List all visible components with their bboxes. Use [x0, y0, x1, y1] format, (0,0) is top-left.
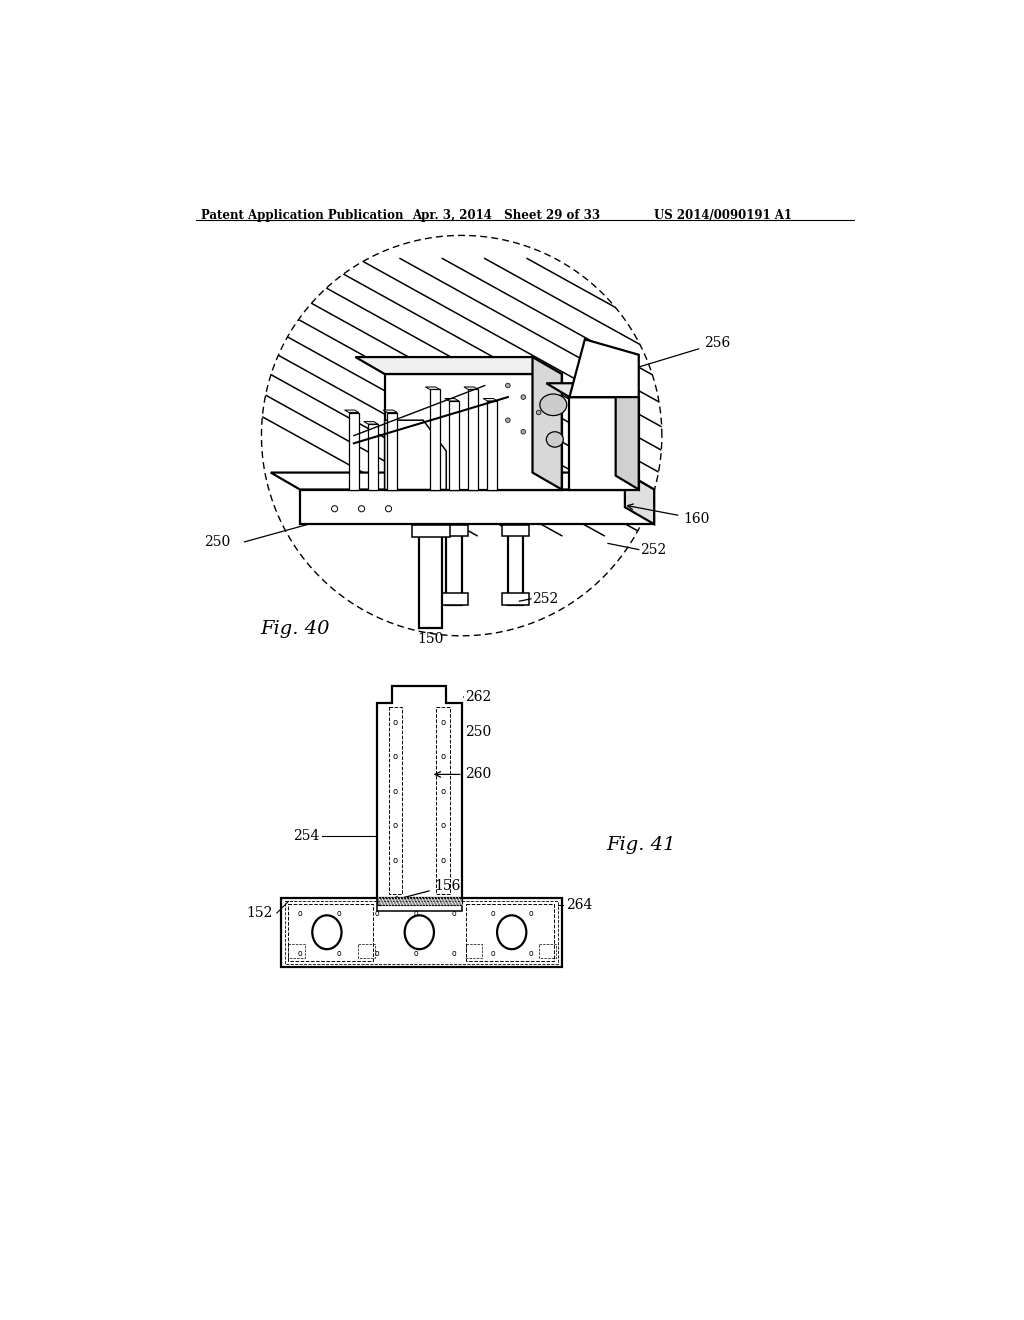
Polygon shape [483, 399, 498, 401]
Text: o: o [298, 908, 302, 917]
Text: o: o [440, 857, 445, 865]
Text: o: o [413, 908, 418, 917]
Text: 264: 264 [565, 899, 592, 912]
Ellipse shape [312, 915, 342, 949]
Polygon shape [383, 411, 397, 412]
Text: 260: 260 [435, 767, 492, 781]
Text: o: o [440, 787, 445, 796]
Text: o: o [440, 821, 445, 830]
Text: US 2014/0090191 A1: US 2014/0090191 A1 [654, 209, 793, 222]
Text: o: o [490, 949, 495, 957]
Polygon shape [487, 401, 498, 490]
Polygon shape [430, 389, 439, 490]
Polygon shape [368, 424, 378, 490]
Polygon shape [449, 401, 459, 490]
Text: Apr. 3, 2014   Sheet 29 of 33: Apr. 3, 2014 Sheet 29 of 33 [412, 209, 600, 222]
Text: o: o [393, 718, 398, 726]
Circle shape [506, 383, 510, 388]
Polygon shape [502, 525, 529, 536]
Polygon shape [464, 387, 478, 389]
Polygon shape [412, 525, 451, 537]
Polygon shape [508, 525, 523, 605]
Polygon shape [349, 412, 358, 490]
Ellipse shape [547, 432, 563, 447]
Polygon shape [344, 411, 358, 412]
Polygon shape [502, 594, 529, 605]
Polygon shape [385, 420, 446, 490]
Circle shape [506, 418, 510, 422]
Polygon shape [468, 389, 478, 490]
Polygon shape [532, 358, 562, 490]
Ellipse shape [497, 915, 526, 949]
Text: o: o [452, 908, 457, 917]
Text: 252: 252 [532, 591, 559, 606]
Circle shape [537, 411, 541, 414]
Text: o: o [375, 908, 379, 917]
Polygon shape [270, 473, 654, 490]
Text: o: o [336, 949, 341, 957]
Polygon shape [569, 339, 639, 397]
Text: 254: 254 [293, 829, 319, 843]
Polygon shape [355, 358, 562, 374]
Text: o: o [336, 908, 341, 917]
Polygon shape [377, 898, 462, 911]
Circle shape [521, 429, 525, 434]
Polygon shape [364, 421, 378, 424]
Text: 262: 262 [466, 690, 492, 705]
Text: Fig. 41: Fig. 41 [606, 836, 676, 854]
Text: 152: 152 [247, 906, 273, 920]
Text: o: o [452, 949, 457, 957]
Text: o: o [413, 949, 418, 957]
Polygon shape [300, 490, 654, 524]
Polygon shape [625, 473, 654, 524]
Text: o: o [393, 821, 398, 830]
Text: 156: 156 [392, 879, 461, 902]
Polygon shape [440, 525, 468, 536]
Polygon shape [444, 399, 459, 401]
Polygon shape [547, 383, 639, 397]
Text: o: o [393, 752, 398, 762]
Text: Patent Application Publication: Patent Application Publication [202, 209, 403, 222]
Text: o: o [375, 949, 379, 957]
Polygon shape [385, 374, 562, 490]
Polygon shape [377, 898, 462, 906]
Text: 160: 160 [628, 504, 710, 525]
Text: Fig. 40: Fig. 40 [260, 620, 330, 639]
Text: o: o [298, 949, 302, 957]
Circle shape [385, 506, 391, 512]
Text: o: o [393, 787, 398, 796]
Text: o: o [490, 908, 495, 917]
Text: 252: 252 [640, 543, 667, 557]
Polygon shape [377, 686, 462, 898]
Polygon shape [425, 387, 439, 389]
Text: o: o [528, 908, 534, 917]
Text: 150: 150 [418, 632, 444, 645]
Text: o: o [440, 752, 445, 762]
Text: o: o [393, 857, 398, 865]
Polygon shape [446, 525, 462, 605]
Circle shape [521, 395, 525, 400]
Polygon shape [419, 525, 442, 628]
Text: 250: 250 [205, 535, 230, 549]
Polygon shape [281, 898, 562, 966]
Text: o: o [528, 949, 534, 957]
Polygon shape [569, 397, 639, 490]
Polygon shape [615, 383, 639, 490]
Text: o: o [440, 718, 445, 726]
Circle shape [358, 506, 365, 512]
Polygon shape [387, 412, 397, 490]
Ellipse shape [540, 395, 566, 416]
Circle shape [332, 506, 338, 512]
Text: 250: 250 [466, 725, 492, 739]
Ellipse shape [404, 915, 434, 949]
Text: 256: 256 [618, 337, 730, 374]
Polygon shape [440, 594, 468, 605]
